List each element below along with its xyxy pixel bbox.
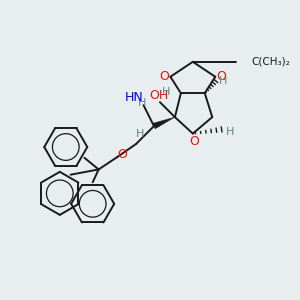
- Text: HN: HN: [125, 91, 144, 104]
- Text: H: H: [138, 98, 146, 108]
- Polygon shape: [153, 117, 175, 129]
- Text: O: O: [216, 70, 226, 83]
- Text: O: O: [160, 70, 170, 83]
- Text: O: O: [189, 134, 199, 148]
- Text: OH: OH: [150, 89, 169, 102]
- Text: O: O: [117, 148, 127, 161]
- Text: H: H: [226, 127, 234, 137]
- Text: H: H: [219, 76, 227, 86]
- Text: C(CH₃)₂: C(CH₃)₂: [251, 57, 290, 67]
- Text: H: H: [136, 129, 144, 139]
- Text: H: H: [162, 87, 170, 97]
